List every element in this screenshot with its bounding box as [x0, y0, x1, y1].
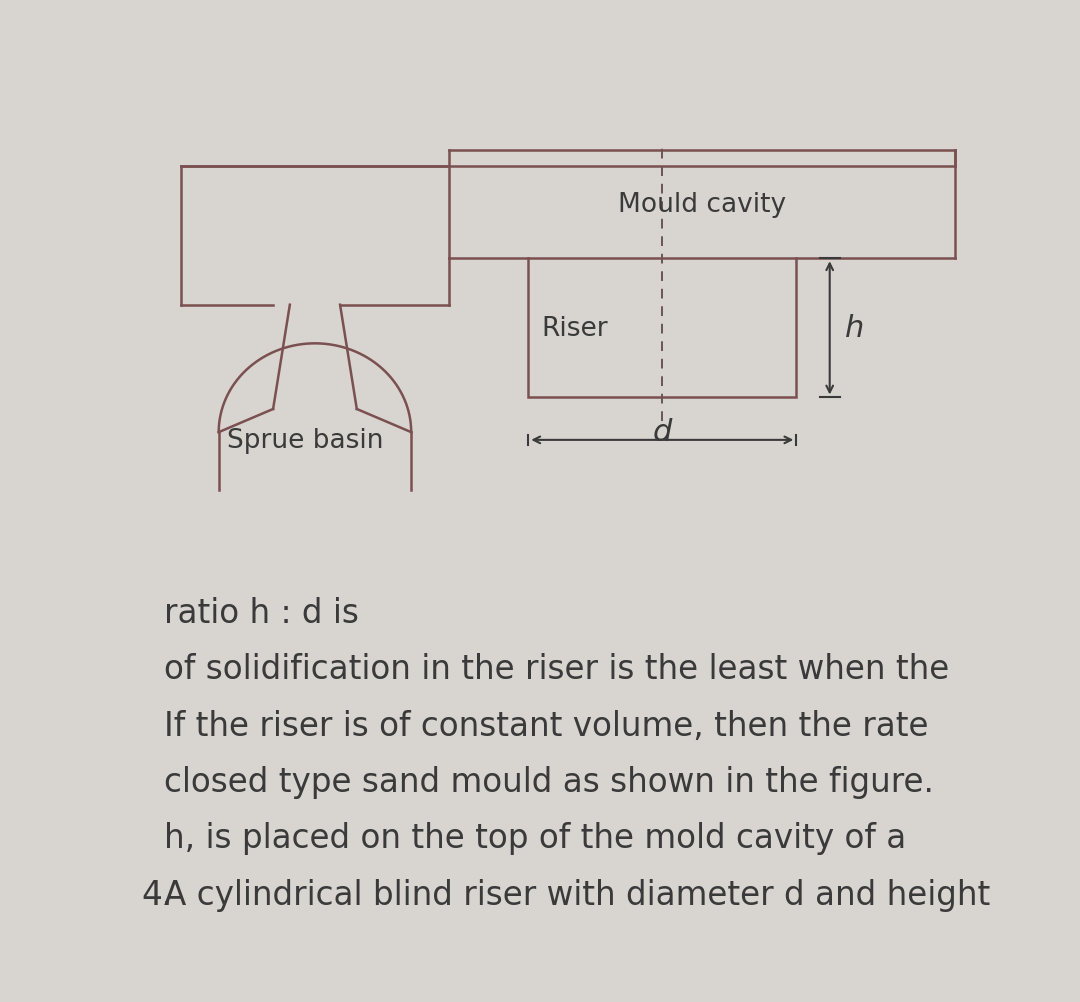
Text: A cylindrical blind riser with diameter d and height: A cylindrical blind riser with diameter … — [164, 878, 990, 911]
Text: ratio h : d is: ratio h : d is — [164, 596, 360, 629]
Text: Mould cavity: Mould cavity — [618, 192, 786, 218]
Text: Riser: Riser — [541, 316, 608, 342]
Text: Sprue basin: Sprue basin — [227, 428, 383, 454]
Text: h: h — [845, 314, 864, 343]
Text: h, is placed on the top of the mold cavity of a: h, is placed on the top of the mold cavi… — [164, 822, 906, 855]
Text: If the riser is of constant volume, then the rate: If the riser is of constant volume, then… — [164, 709, 929, 741]
Text: closed type sand mould as shown in the figure.: closed type sand mould as shown in the f… — [164, 766, 934, 799]
Bar — [528, 260, 796, 398]
Text: 4.: 4. — [141, 878, 173, 911]
Text: of solidification in the riser is the least when the: of solidification in the riser is the le… — [164, 652, 949, 685]
Text: d: d — [652, 418, 672, 447]
